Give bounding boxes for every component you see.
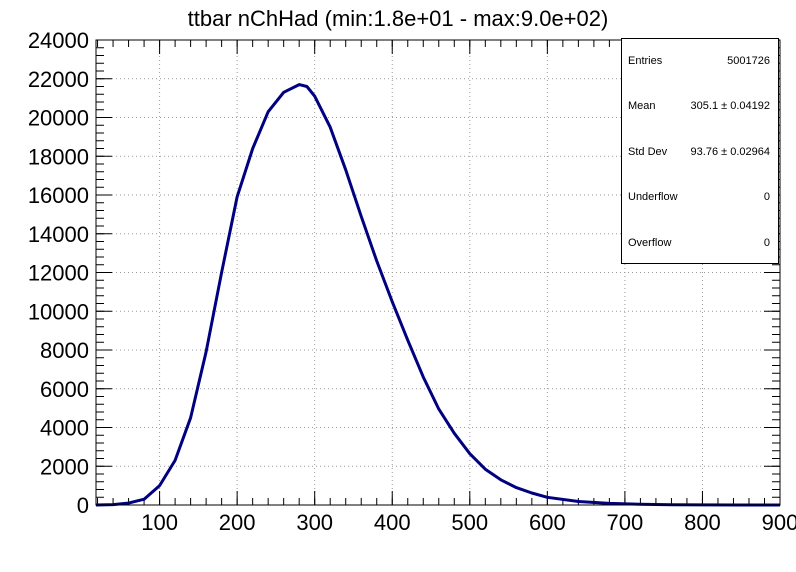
stats-row-entries: Entries 5001726: [628, 55, 770, 71]
stats-key: Mean: [628, 100, 656, 112]
stats-value: 0: [763, 191, 770, 203]
y-tick-label: 4000: [40, 416, 89, 441]
stats-value: 5001726: [727, 55, 770, 67]
plot-frame: [95, 39, 781, 506]
y-tick-label: 6000: [40, 377, 89, 402]
stats-row-mean: Mean 305.1 ± 0.04192: [628, 100, 770, 116]
y-tick-label: 14000: [28, 222, 89, 247]
stats-key: Underflow: [628, 191, 678, 203]
stats-row-overflow: Overflow 0: [628, 237, 770, 253]
y-tick-label: 24000: [28, 28, 89, 53]
stats-row-stddev: Std Dev 93.76 ± 0.02964: [628, 146, 770, 162]
y-tick-label: 22000: [28, 67, 89, 92]
stats-box: Entries 5001726 Mean 305.1 ± 0.04192 Std…: [621, 38, 779, 264]
y-tick-label: 10000: [28, 299, 89, 324]
x-tick-label: 400: [374, 510, 411, 535]
y-tick-label: 8000: [40, 338, 89, 363]
x-tick-label: 800: [684, 510, 721, 535]
chart-title: ttbar nChHad (min:1.8e+01 - max:9.0e+02): [187, 6, 609, 31]
y-tick-label: 0: [77, 493, 89, 518]
x-tick-label: 100: [141, 510, 178, 535]
stats-key: Entries: [628, 55, 663, 67]
stats-value: 305.1 ± 0.04192: [690, 100, 770, 112]
stats-key: Std Dev: [628, 146, 668, 158]
x-tick-label: 500: [451, 510, 488, 535]
x-tick-label: 700: [607, 510, 644, 535]
series-line: [95, 83, 780, 507]
stats-key: Overflow: [628, 237, 672, 249]
y-tick-label: 12000: [28, 261, 89, 286]
stats-value: 93.76 ± 0.02964: [690, 146, 770, 158]
x-tick-label: 600: [529, 510, 566, 535]
stats-row-underflow: Underflow 0: [628, 191, 770, 207]
x-tick-label: 200: [219, 510, 256, 535]
y-tick-label: 2000: [40, 454, 89, 479]
y-tick-label: 18000: [28, 144, 89, 169]
x-tick-label: 300: [296, 510, 333, 535]
y-tick-label: 16000: [28, 183, 89, 208]
y-tick-label: 20000: [28, 106, 89, 131]
stats-value: 0: [763, 237, 770, 249]
x-tick-label: 900: [762, 510, 796, 535]
